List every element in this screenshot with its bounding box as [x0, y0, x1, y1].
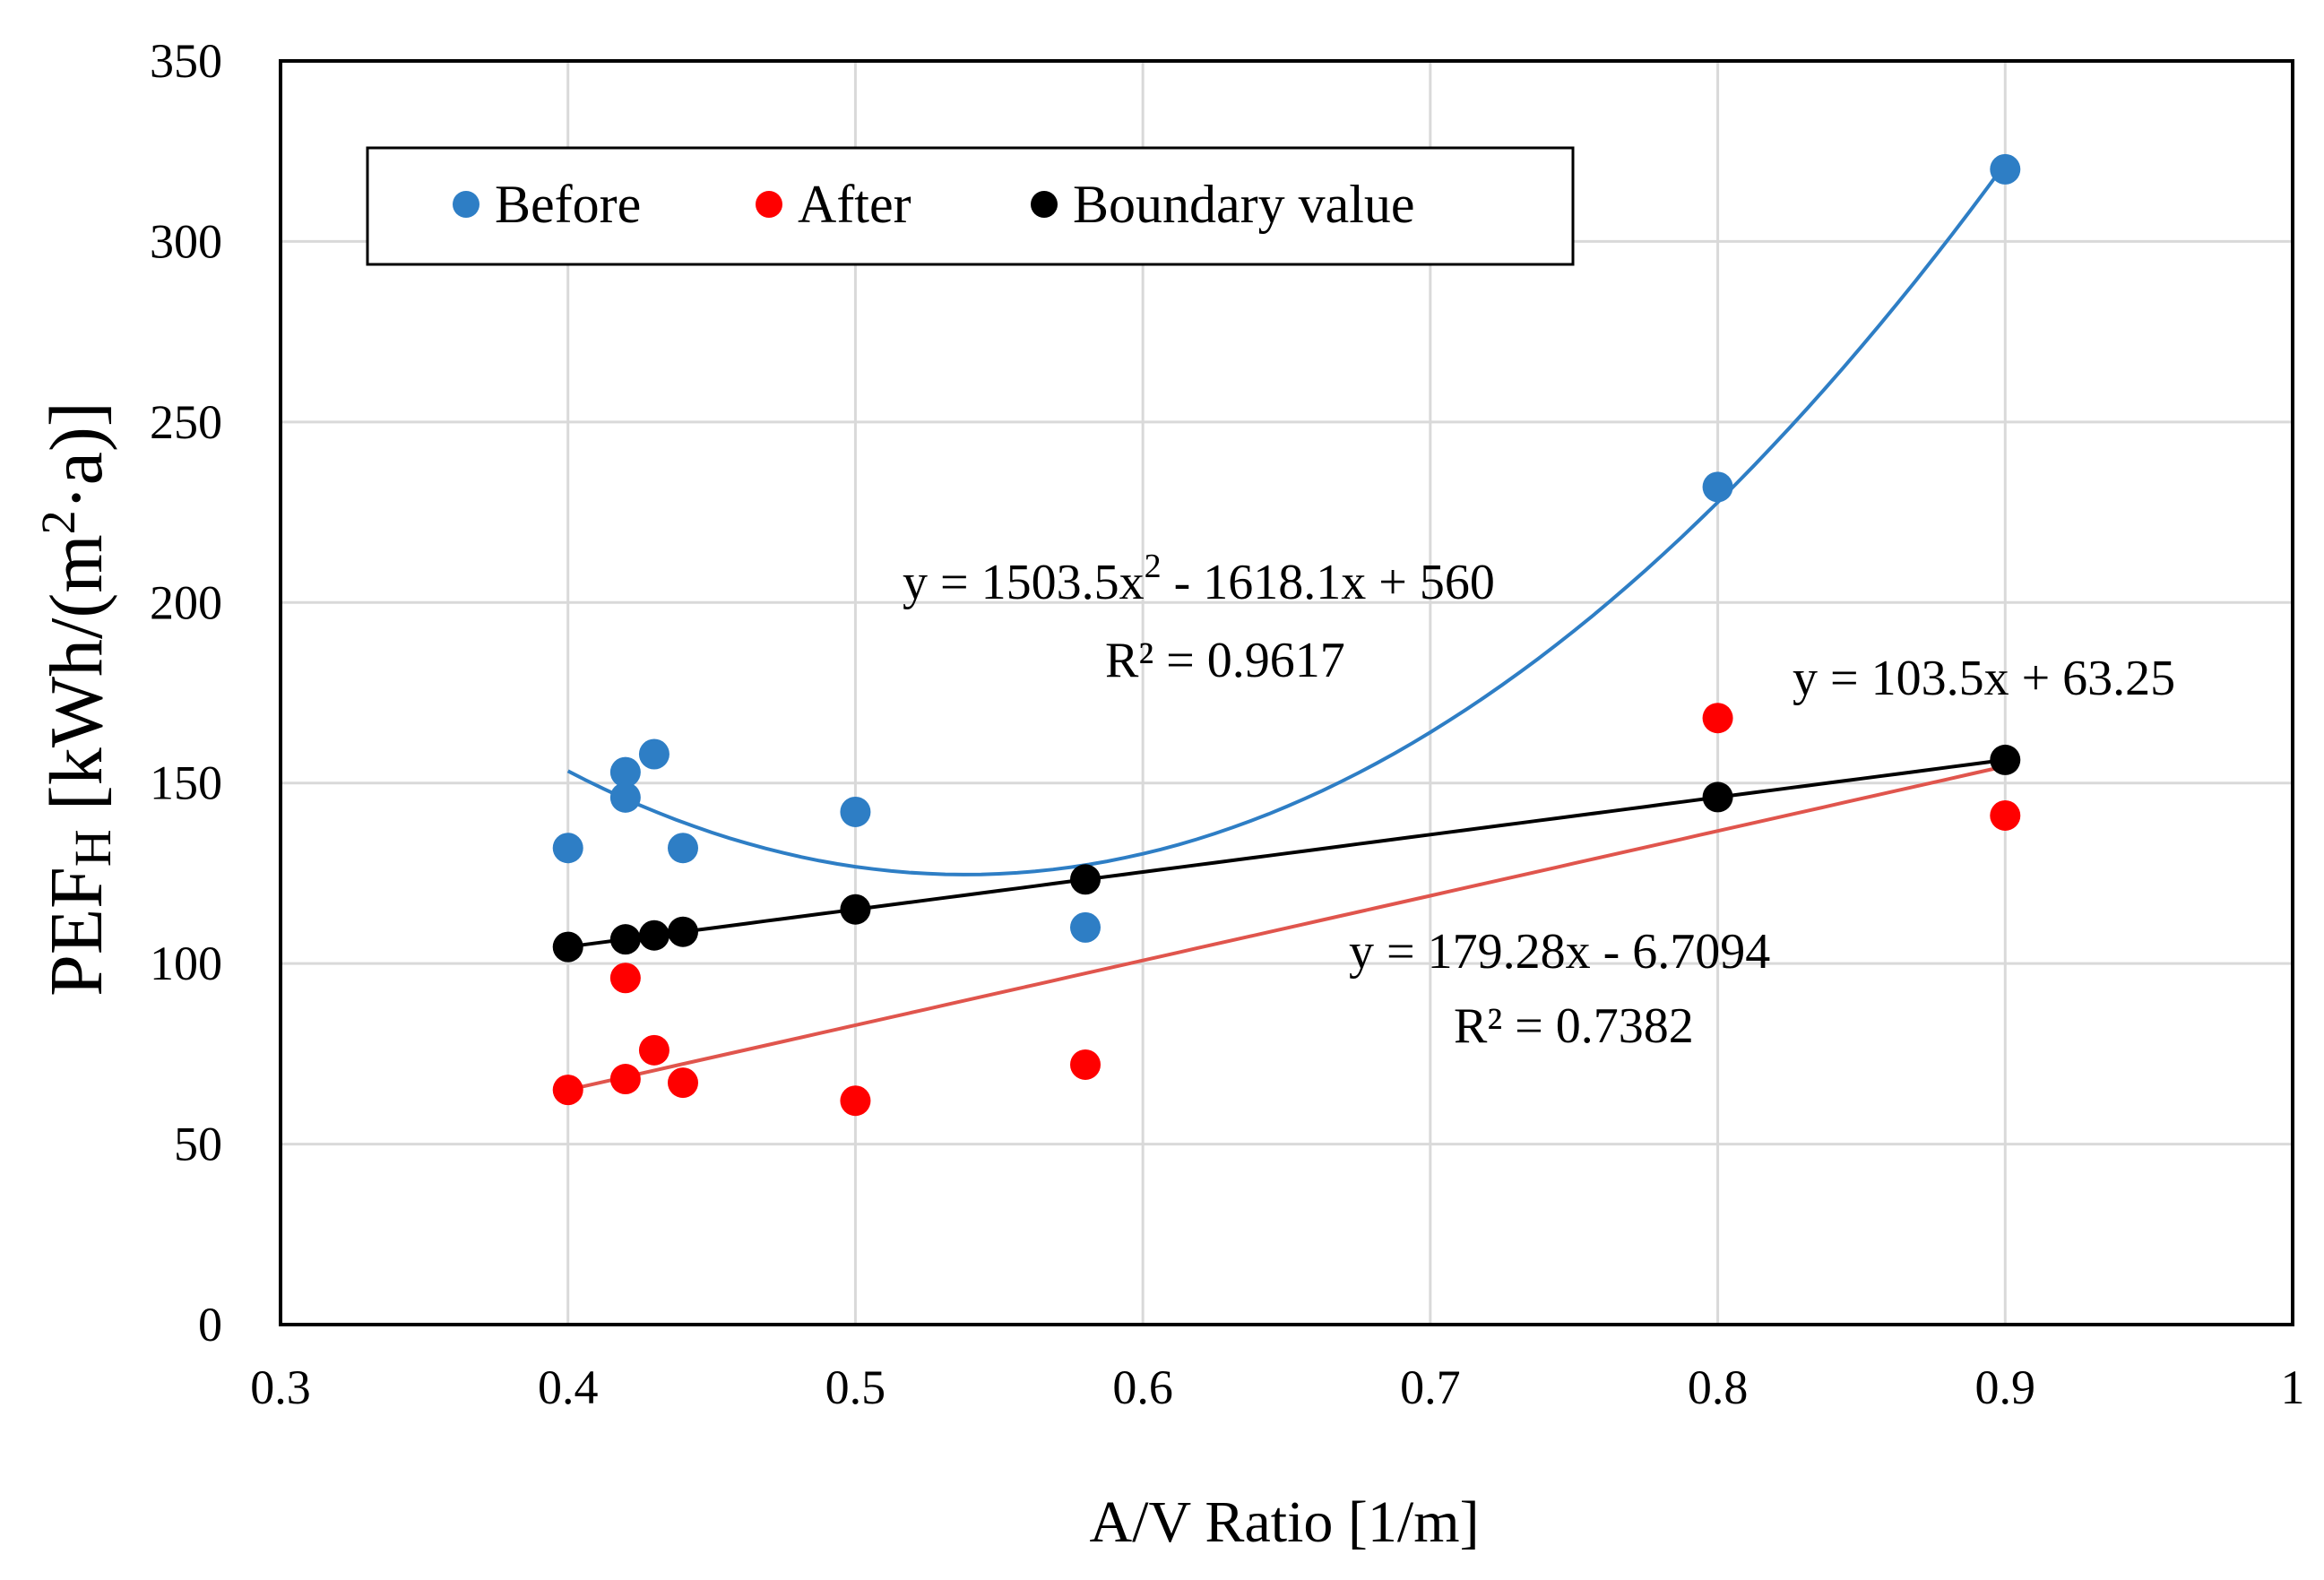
data-point-series-2 — [552, 931, 583, 963]
after-trendline-r2: R² = 0.7382 — [1454, 998, 1694, 1054]
data-point-series-0 — [1990, 153, 2021, 185]
x-tick-label: 0.4 — [538, 1360, 599, 1414]
data-point-series-2 — [1070, 864, 1101, 895]
legend: Before After Boundary value — [366, 146, 1575, 266]
trendline-series-1 — [567, 764, 2006, 1092]
data-point-series-0 — [1702, 471, 1733, 503]
y-axis-title-unit-close: ·a)] — [35, 401, 118, 510]
x-tick-labels: 0.3 0.4 0.5 0.6 0.7 0.8 0.9 1 — [250, 1360, 2304, 1414]
data-point-series-0 — [638, 738, 670, 770]
before-trendline-equation: y = 1503.5x2 - 1618.1x + 560 — [903, 548, 1495, 610]
y-tick-label: 0 — [198, 1298, 222, 1351]
legend-label-boundary: Boundary value — [1073, 175, 1415, 234]
y-axis-title-main: PEF — [35, 867, 118, 997]
legend-marker-before — [453, 191, 479, 218]
x-axis-title: A/V Ratio [1/m] — [1089, 1489, 1479, 1555]
y-axis-title-unit-sup: 2 — [31, 510, 85, 534]
data-point-series-2 — [668, 916, 698, 947]
y-axis-title-unit: [kWh/(m — [35, 534, 118, 829]
data-point-series-0 — [609, 756, 641, 788]
legend-marker-after — [756, 191, 782, 218]
y-tick-label: 300 — [150, 214, 222, 268]
x-tick-label: 0.6 — [1112, 1360, 1173, 1414]
data-point-series-1 — [1702, 703, 1733, 734]
before-eq-part-a: y = 1503.5x — [903, 555, 1145, 610]
x-tick-label: 0.9 — [1975, 1360, 2036, 1414]
data-point-series-0 — [552, 833, 583, 864]
boundary-trendline-equation: y = 103.5x + 63.25 — [1793, 651, 2175, 706]
y-tick-label: 200 — [150, 575, 222, 629]
x-tick-label: 1 — [2281, 1360, 2305, 1414]
legend-label-before: Before — [495, 175, 641, 234]
y-tick-label: 50 — [174, 1118, 222, 1171]
trendlines — [566, 162, 2007, 1092]
y-tick-label: 350 — [150, 34, 222, 88]
data-point-series-2 — [638, 920, 670, 951]
before-eq-part-b: - 1618.1x + 560 — [1162, 555, 1495, 610]
data-point-series-2 — [609, 924, 641, 955]
trendline-series-2 — [567, 757, 2006, 949]
legend-label-after: After — [798, 175, 911, 234]
y-tick-labels: 0 50 100 150 200 250 300 350 — [150, 34, 222, 1351]
y-tick-label: 150 — [150, 756, 222, 810]
y-axis-title-sub: H — [64, 829, 122, 867]
data-point-series-0 — [840, 796, 871, 827]
data-point-series-1 — [638, 1034, 670, 1066]
legend-box — [366, 146, 1575, 266]
y-axis-title: PEFH [kWh/(m2·a)] — [31, 401, 122, 997]
data-point-series-0 — [668, 833, 698, 864]
data-point-series-1 — [1990, 799, 2021, 831]
legend-marker-boundary — [1031, 191, 1058, 218]
data-point-series-1 — [668, 1067, 698, 1099]
y-tick-label: 100 — [150, 937, 222, 990]
data-point-series-2 — [1702, 781, 1733, 813]
x-tick-label: 0.8 — [1688, 1360, 1749, 1414]
after-trendline-equation: y = 179.28x - 6.7094 — [1349, 924, 1770, 980]
data-point-series-0 — [1070, 911, 1101, 943]
data-point-series-1 — [1070, 1049, 1101, 1080]
data-point-series-2 — [840, 894, 871, 925]
before-eq-sup: 2 — [1145, 548, 1162, 585]
trendline-series-0 — [566, 162, 2007, 876]
y-tick-label: 250 — [150, 395, 222, 449]
data-point-series-1 — [609, 963, 641, 994]
data-point-series-1 — [609, 1064, 641, 1095]
before-trendline-r2: R² = 0.9617 — [1105, 633, 1345, 688]
data-point-series-1 — [840, 1085, 871, 1117]
data-point-series-1 — [552, 1075, 583, 1106]
plot-area-frame — [279, 59, 2294, 1326]
x-tick-label: 0.5 — [825, 1360, 886, 1414]
data-point-series-0 — [609, 781, 641, 813]
data-point-series-2 — [1990, 744, 2021, 775]
data-points — [552, 153, 2021, 1117]
x-tick-label: 0.7 — [1400, 1360, 1461, 1414]
x-tick-label: 0.3 — [250, 1360, 311, 1414]
